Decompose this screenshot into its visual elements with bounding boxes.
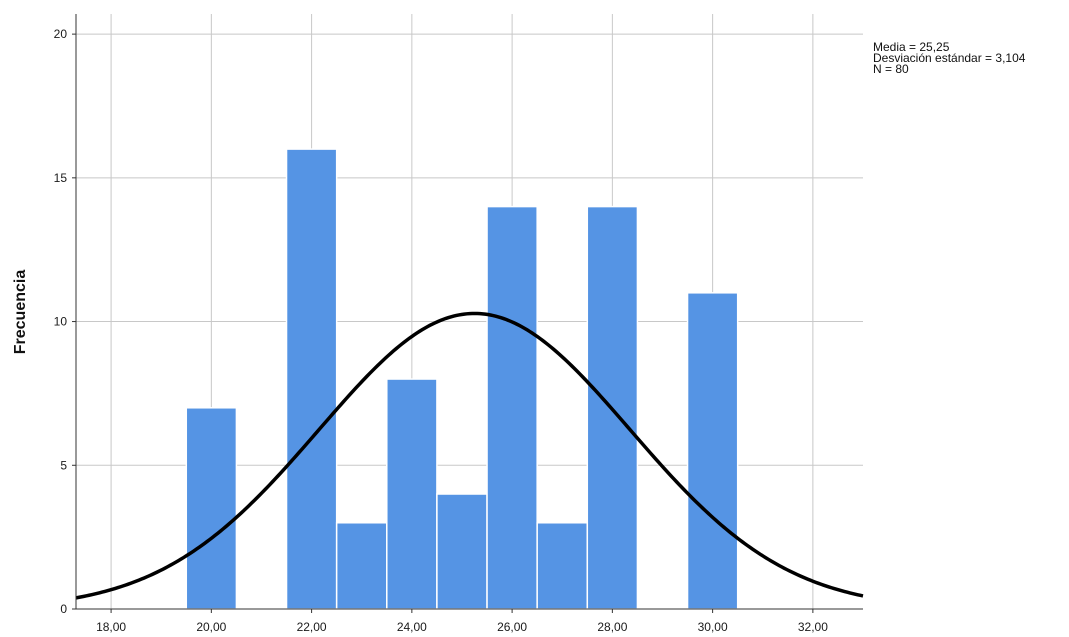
x-tick-label: 30,00 (698, 620, 728, 634)
statistics-annotation: Media = 25,25 Desviación estándar = 3,10… (873, 40, 1026, 76)
stats-std-dev: Desviación estándar = 3,104 (873, 51, 1026, 65)
histogram-bar (686, 292, 739, 610)
normal-curve (75, 311, 864, 600)
x-tick-label: 24,00 (397, 620, 427, 634)
x-tick-label: 26,00 (497, 620, 527, 634)
x-tick-label: 32,00 (798, 620, 828, 634)
y-tick-label: 15 (54, 171, 68, 185)
histogram-bar (335, 522, 388, 610)
x-tick-label: 22,00 (297, 620, 327, 634)
x-tick-label: 28,00 (597, 620, 627, 634)
histogram-bar (436, 493, 488, 610)
y-tick-labels: 0 5 10 15 20 (54, 27, 76, 616)
y-tick-label: 0 (60, 602, 67, 616)
x-tick-labels: 18,00 20,00 22,00 24,00 26,00 28,00 30,00 32,00 (96, 609, 828, 634)
y-tick-label: 5 (60, 458, 67, 472)
stats-n: N = 80 (873, 62, 909, 76)
y-tick-label: 10 (54, 315, 68, 329)
stats-mean: Media = 25,25 (873, 40, 950, 54)
histogram-bar (386, 378, 438, 610)
histogram-bar (536, 522, 589, 610)
y-tick-label: 20 (54, 27, 68, 41)
x-tick-label: 18,00 (96, 620, 126, 634)
histogram-bar (285, 148, 338, 610)
x-tick-label: 20,00 (196, 620, 226, 634)
axes (75, 14, 863, 610)
y-axis-label: Frecuencia (12, 270, 29, 355)
histogram-bar (486, 205, 538, 610)
histogram-bar (185, 407, 238, 610)
